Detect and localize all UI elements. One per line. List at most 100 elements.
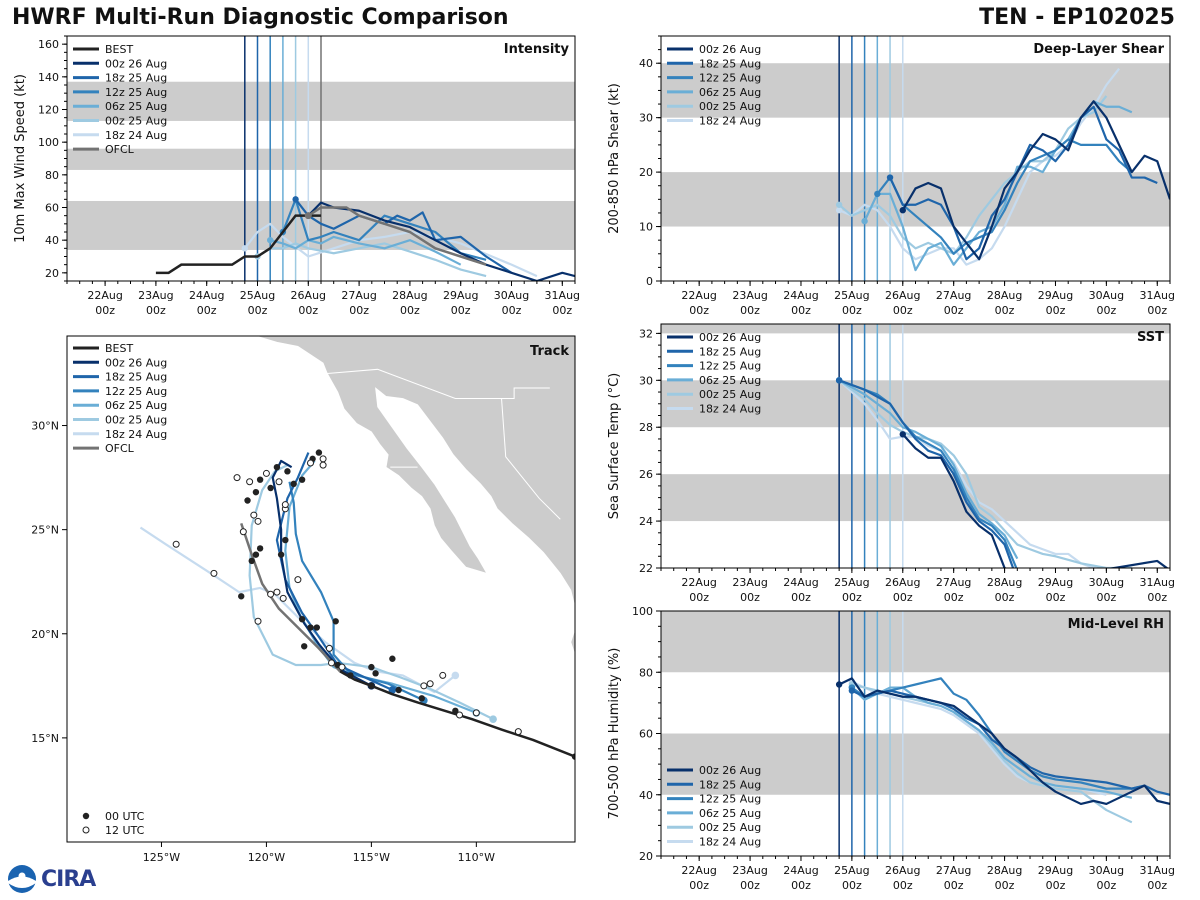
series-start-marker <box>241 245 248 252</box>
x-tick-label: 00z <box>842 304 862 317</box>
marker-00utc <box>238 593 245 600</box>
x-tick-label: 00z <box>1046 304 1066 317</box>
y-tick-label: 140 <box>38 71 59 84</box>
marker-12utc <box>327 659 335 667</box>
x-tick-label: 00z <box>995 304 1015 317</box>
y-tick-label: 30 <box>639 112 653 125</box>
x-tick-label: 23Aug <box>138 289 173 302</box>
marker-00utc <box>347 672 354 679</box>
legend-label: 12z 25 Aug <box>105 385 167 398</box>
legend-label: 06z 25 Aug <box>105 100 167 113</box>
x-tick-label: 00z <box>791 591 811 604</box>
series-line <box>269 235 462 266</box>
shear-plot-area <box>661 36 1170 281</box>
x-tick-label: 28Aug <box>392 289 427 302</box>
series-line <box>876 138 1133 255</box>
marker-00utc <box>368 663 375 671</box>
track-start-marker <box>388 686 397 694</box>
y-tick-label: 30°N <box>31 420 59 433</box>
best-marker-12utc <box>456 711 464 719</box>
y-axis-label: 200-850 hPa Shear (kt) <box>607 83 622 234</box>
best-marker-00utc <box>368 682 375 690</box>
x-tick-label: 28Aug <box>987 576 1022 589</box>
land-coast <box>570 629 575 655</box>
marker-00utc <box>244 497 251 504</box>
y-tick-label: 0 <box>646 275 653 288</box>
legend-label: 18z 25 Aug <box>699 345 761 358</box>
track-line <box>284 460 477 714</box>
series-start-marker <box>861 217 868 225</box>
figure-title: HWRF Multi-Run Diagnostic Comparison <box>12 5 509 30</box>
series-line <box>851 686 1133 799</box>
x-tick-label: 00z <box>842 591 862 604</box>
y-tick-label: 60 <box>639 728 653 741</box>
legend-label: 18z 25 Aug <box>699 778 761 791</box>
legend-label: 12 UTC <box>105 824 145 837</box>
legend-marker-12utc <box>82 826 90 834</box>
border-line <box>501 398 561 520</box>
x-tick-label: 00z <box>740 304 760 317</box>
y-tick-label: 20 <box>45 267 59 280</box>
series-start-marker <box>835 201 843 208</box>
x-tick-label: 00z <box>893 591 913 604</box>
series-start-marker <box>886 174 894 181</box>
x-tick-label: 29Aug <box>1038 864 1073 877</box>
y-tick-label: 10 <box>639 221 653 234</box>
series-line <box>851 689 1170 796</box>
ofcl-line <box>307 206 487 266</box>
x-tick-label: 30Aug <box>1089 289 1124 302</box>
legend-label: 06z 25 Aug <box>699 807 761 820</box>
legend-label: 18z 24 Aug <box>105 129 167 142</box>
panel-title: Mid-Level RH <box>1068 617 1164 632</box>
marker-12utc <box>472 709 480 717</box>
legend-label: 12z 25 Aug <box>105 86 167 99</box>
legend-label: 00z 26 Aug <box>699 764 761 777</box>
marker-00utc <box>372 670 379 677</box>
best-track-line <box>155 214 321 275</box>
legend-label: 18z 24 Aug <box>699 403 761 416</box>
x-tick-label: 00z <box>791 304 811 317</box>
border-line <box>327 368 550 399</box>
y-tick-label: 80 <box>639 666 653 679</box>
x-tick-label: 00z <box>740 879 760 892</box>
series-start-marker <box>899 431 906 438</box>
storm-id: TEN - EP102025 <box>979 5 1175 30</box>
marker-12utc <box>325 644 333 652</box>
marker-12utc <box>267 590 275 598</box>
y-tick-label: 80 <box>45 169 59 182</box>
y-tick-label: 32 <box>639 327 653 340</box>
x-tick-label: 26Aug <box>291 289 326 302</box>
threshold-band <box>661 63 1170 118</box>
marker-12utc <box>275 478 283 486</box>
x-tick-label: 31Aug <box>1140 576 1175 589</box>
y-tick-label: 120 <box>38 104 59 117</box>
x-tick-label: 24Aug <box>189 289 224 302</box>
y-tick-label: 15°N <box>31 732 59 745</box>
series-start-marker <box>874 190 881 198</box>
y-tick-label: 40 <box>45 234 59 247</box>
marker-12utc <box>254 517 262 525</box>
x-tick-label: 23Aug <box>732 289 767 302</box>
x-tick-label: 00z <box>689 591 709 604</box>
legend-label: 12z 25 Aug <box>699 72 761 85</box>
track-start-marker <box>489 715 497 723</box>
x-tick-label: 00z <box>298 304 318 317</box>
legend-label: 00z 25 Aug <box>105 414 167 427</box>
marker-00utc <box>284 468 291 475</box>
x-tick-label: 00z <box>1046 879 1066 892</box>
land-mexico-us <box>255 336 575 607</box>
x-tick-label: 27Aug <box>936 576 971 589</box>
threshold-band <box>661 611 1170 673</box>
x-tick-label: 31Aug <box>1140 289 1175 302</box>
threshold-band <box>661 324 1170 334</box>
series-line <box>838 379 1019 560</box>
legend-label: 00z 25 Aug <box>105 115 167 128</box>
series-line <box>851 677 1159 802</box>
legend-label: 00z 26 Aug <box>699 331 761 344</box>
marker-00utc <box>267 484 274 492</box>
shear-panel: 0 10 20 30 40 22Aug 00z 23Aug 00z 24Aug 00z 25Aug 00… <box>607 35 1175 317</box>
x-tick-label: 00z <box>893 879 913 892</box>
marker-12utc <box>319 461 327 469</box>
x-tick-label: 00z <box>689 879 709 892</box>
axes-frame <box>66 335 576 843</box>
